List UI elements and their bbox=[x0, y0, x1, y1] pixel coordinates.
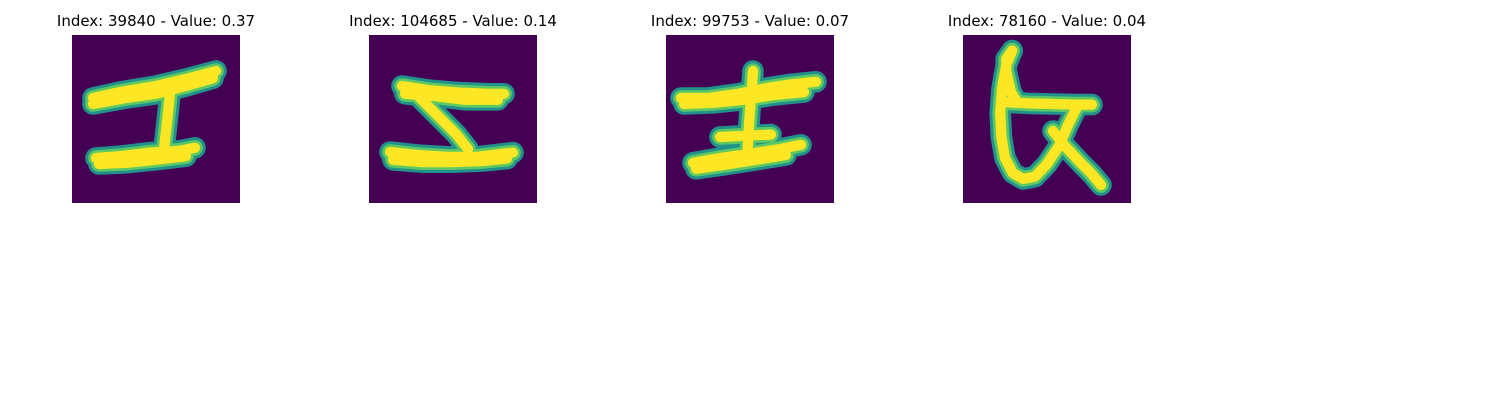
image-panel-2: Index: 104685 - Value: 0.14 bbox=[333, 0, 573, 210]
character-image-4 bbox=[963, 35, 1131, 203]
image-panel-3: Index: 99753 - Value: 0.07 bbox=[630, 0, 870, 210]
panel-title-2: Index: 104685 - Value: 0.14 bbox=[349, 12, 557, 30]
character-image-2 bbox=[369, 35, 537, 203]
character-image-1 bbox=[72, 35, 240, 203]
panel-title-1: Index: 39840 - Value: 0.37 bbox=[56, 12, 256, 30]
panel-title-4: Index: 78160 - Value: 0.04 bbox=[947, 12, 1147, 30]
image-panel-1: Index: 39840 - Value: 0.37 bbox=[36, 0, 276, 210]
character-image-3 bbox=[666, 35, 834, 203]
panel-title-3: Index: 99753 - Value: 0.07 bbox=[650, 12, 850, 30]
image-panel-4: Index: 78160 - Value: 0.04 bbox=[927, 0, 1167, 210]
